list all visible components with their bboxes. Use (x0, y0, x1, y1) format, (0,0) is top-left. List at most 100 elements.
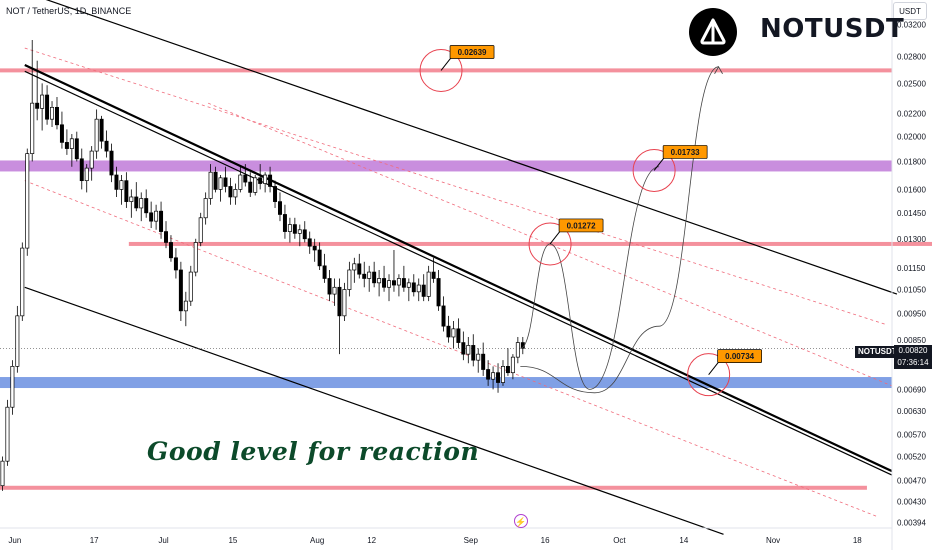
candle (451, 320, 456, 349)
price-tick-label: 0.00630 (897, 407, 926, 416)
candle (144, 189, 149, 218)
candle (84, 164, 89, 193)
projection-path (520, 166, 660, 390)
price-tick-label: 0.00950 (897, 309, 926, 318)
target-label: 0.02639 (458, 48, 487, 57)
candle (223, 166, 228, 193)
current-price-label: 0.00820 07:36:14 (894, 345, 932, 369)
candle (278, 192, 282, 222)
candle (104, 130, 109, 158)
candle (496, 363, 501, 393)
time-tick-label: Nov (766, 536, 780, 545)
lightning-icon[interactable]: ⚡ (514, 514, 528, 528)
candle (94, 109, 99, 159)
candle (154, 204, 159, 230)
target-circle (687, 353, 731, 397)
time-tick-label: Oct (613, 536, 626, 545)
candle (352, 257, 357, 283)
time-tick-label: Jul (158, 536, 168, 545)
price-tick-label: 0.00394 (897, 519, 926, 528)
candle (515, 336, 520, 364)
candle (59, 111, 64, 149)
candle (287, 217, 292, 243)
candle (327, 269, 332, 302)
price-tick-label: 0.00850 (897, 336, 926, 345)
candle (15, 305, 20, 373)
price-tick-label: 0.01150 (897, 264, 926, 273)
candle (253, 175, 258, 196)
target-pointer (708, 360, 721, 375)
candle (193, 238, 198, 277)
candle (431, 257, 436, 283)
candle (317, 242, 322, 270)
symbol-title[interactable]: NOT / TetherUS, 1D, BINANCE (6, 6, 132, 16)
price-tick-label: 0.01300 (897, 235, 926, 244)
candle (228, 177, 233, 205)
zone-band (0, 377, 892, 389)
candle (203, 192, 208, 225)
candle (25, 148, 30, 256)
candle (55, 97, 59, 130)
time-tick-label: Aug (310, 536, 324, 545)
price-tick-label: 0.00470 (897, 477, 926, 486)
candle (243, 164, 248, 187)
candle (159, 201, 164, 239)
candle (208, 164, 213, 205)
price-tick-label: 0.00430 (897, 498, 926, 507)
candle (446, 315, 451, 343)
time-tick-label: 17 (90, 536, 99, 545)
candle (213, 166, 218, 193)
channel-lower-line (24, 286, 724, 535)
candle (292, 217, 297, 239)
candle (198, 212, 203, 247)
candle (74, 131, 79, 162)
channel-upper-line (45, 0, 898, 295)
candle (45, 85, 50, 125)
currency-selector[interactable]: USDT (893, 2, 927, 20)
candle (188, 265, 193, 306)
candle (5, 399, 10, 466)
zone-band (0, 160, 892, 172)
channel-dotted-line (24, 47, 888, 326)
candle (282, 204, 287, 239)
target-pointer (653, 156, 666, 171)
time-tick-label: 14 (679, 536, 688, 545)
candle (168, 235, 173, 262)
candle (401, 265, 406, 292)
ticker-price-tag: NOTUSDT (855, 346, 900, 358)
price-tick-label: 0.00690 (897, 385, 926, 394)
price-tick-label: 0.00520 (897, 453, 926, 462)
candle (491, 366, 496, 390)
price-tick-label: 0.01800 (897, 157, 926, 166)
candle (218, 175, 223, 202)
target-label: 0.01272 (567, 221, 596, 230)
price-tick-label: 0.02200 (897, 110, 926, 119)
candle (347, 261, 352, 297)
plot-area (0, 0, 892, 528)
candle (481, 342, 486, 376)
candle (238, 166, 243, 193)
candle (505, 348, 510, 376)
candle (173, 248, 178, 279)
candle (411, 274, 416, 297)
target-label: 0.00734 (725, 352, 754, 361)
candle (486, 360, 491, 386)
candle (357, 253, 362, 279)
candle (99, 115, 104, 149)
price-tick-label: 0.01050 (897, 286, 926, 295)
candle (436, 269, 441, 311)
zone-line (128, 241, 932, 246)
candle (456, 318, 461, 349)
price-tick-label: 0.01600 (897, 185, 926, 194)
candle-countdown: 07:36:14 (897, 358, 929, 367)
candle (426, 265, 431, 302)
candle (387, 274, 391, 302)
time-tick-label: 18 (853, 536, 862, 545)
time-tick-label: 16 (541, 536, 550, 545)
candle (79, 148, 84, 190)
candle (109, 143, 114, 183)
candle (421, 274, 426, 302)
candle (134, 182, 139, 212)
candle (258, 164, 263, 190)
